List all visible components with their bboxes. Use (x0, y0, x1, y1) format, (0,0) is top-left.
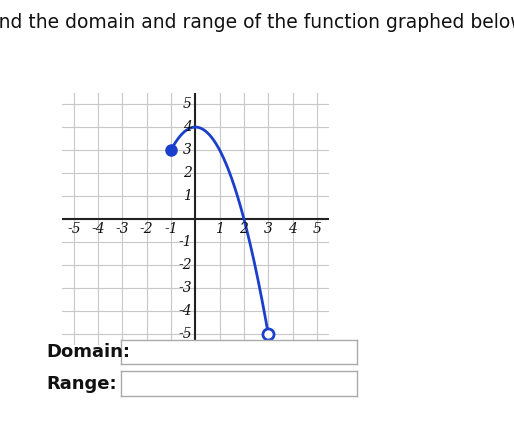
Text: 2: 2 (240, 222, 248, 236)
Text: 5: 5 (183, 97, 192, 111)
Text: -1: -1 (178, 235, 192, 249)
Text: -3: -3 (116, 222, 129, 236)
Text: 4: 4 (183, 120, 192, 134)
Text: 1: 1 (215, 222, 224, 236)
Text: 1: 1 (183, 189, 192, 203)
Text: 4: 4 (288, 222, 297, 236)
Text: 3: 3 (264, 222, 272, 236)
Text: Find the domain and range of the function graphed below.: Find the domain and range of the functio… (0, 13, 514, 32)
Text: 2: 2 (183, 166, 192, 180)
Text: -1: -1 (164, 222, 178, 236)
Text: 3: 3 (183, 143, 192, 157)
Text: -5: -5 (178, 327, 192, 341)
Text: -3: -3 (178, 281, 192, 295)
Text: Domain:: Domain: (46, 343, 130, 361)
Text: 5: 5 (313, 222, 321, 236)
Text: -4: -4 (178, 304, 192, 318)
Text: Range:: Range: (46, 375, 117, 392)
Text: -4: -4 (91, 222, 105, 236)
Text: -2: -2 (178, 258, 192, 272)
Text: -2: -2 (140, 222, 154, 236)
Text: -5: -5 (67, 222, 81, 236)
